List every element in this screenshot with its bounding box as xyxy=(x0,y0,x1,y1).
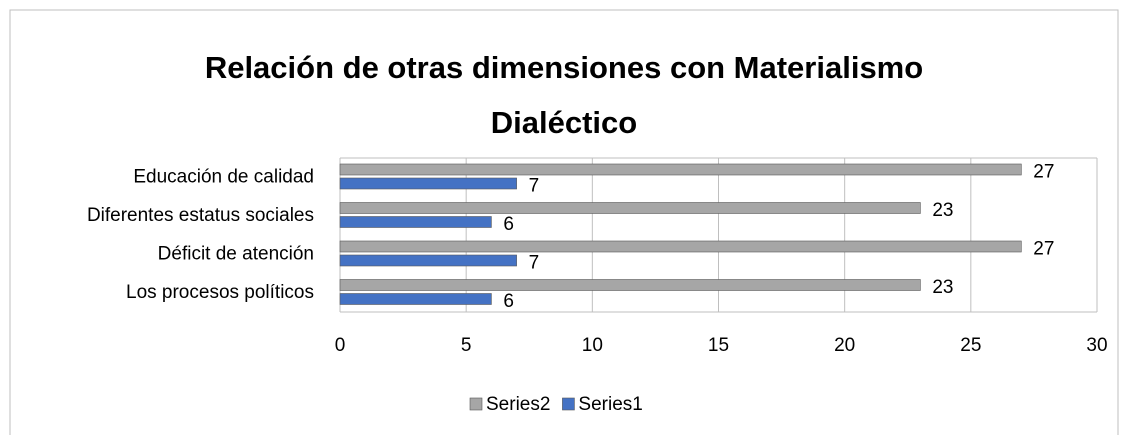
data-label: 7 xyxy=(529,253,540,274)
y-tick-label: Educación de calidad xyxy=(133,166,314,187)
bar xyxy=(339,254,517,267)
chart-title: Relación de otras dimensiones con Materi… xyxy=(204,50,924,140)
bar xyxy=(339,293,492,305)
data-label: 23 xyxy=(932,277,953,298)
bar xyxy=(339,279,921,291)
data-label: 6 xyxy=(503,291,514,312)
x-tick-label: 0 xyxy=(335,335,346,356)
legend-label: Series1 xyxy=(578,394,642,415)
bar xyxy=(339,240,1022,253)
data-label: 6 xyxy=(503,214,514,235)
data-label: 23 xyxy=(932,200,953,221)
y-tick-label: Diferentes estatus sociales xyxy=(87,205,314,226)
x-tick-label: 5 xyxy=(461,335,472,356)
legend-label: Series2 xyxy=(486,394,550,415)
bar xyxy=(339,202,921,214)
data-label: 27 xyxy=(1033,239,1054,260)
bar xyxy=(339,216,492,228)
x-tick-label: 15 xyxy=(708,335,729,356)
chart-frame xyxy=(9,9,1119,435)
bar xyxy=(339,163,1022,176)
bar xyxy=(339,177,517,190)
legend-marker xyxy=(469,397,483,411)
x-tick-label: 30 xyxy=(1086,335,1107,356)
x-tick-label: 20 xyxy=(834,335,855,356)
y-tick-label: Déficit de atención xyxy=(158,243,314,264)
legend-marker xyxy=(562,397,575,411)
data-label: 7 xyxy=(529,176,540,197)
x-tick-label: 25 xyxy=(960,335,981,356)
data-label: 27 xyxy=(1033,162,1054,183)
x-tick-label: 10 xyxy=(582,335,603,356)
y-tick-label: Los procesos políticos xyxy=(126,282,314,303)
